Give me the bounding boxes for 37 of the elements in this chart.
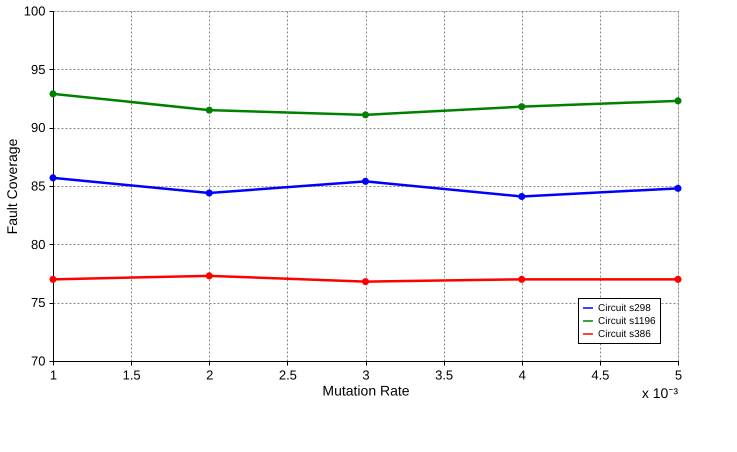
point [206,106,213,114]
point [674,97,682,104]
text: x 10⁻³ [642,385,678,401]
point [49,276,57,283]
point [206,272,213,280]
point [674,184,682,192]
x-tick-label: 1.5 [122,368,141,382]
y-tick-label: 95 [31,62,46,77]
point [49,90,57,98]
y-tick-label: 70 [31,354,46,368]
x-tick-label: 3 [362,368,370,382]
point [518,192,526,200]
x-tick-label: 5 [674,368,682,382]
y-tick-label: 85 [31,178,46,194]
y-axis-title: Fault Coverage [4,138,20,234]
x-tick-label: 4 [518,368,526,382]
point [362,178,370,185]
point [518,103,526,110]
legend-label: Circuit s298 [598,303,652,314]
point [362,278,370,286]
x-tick-label: 1 [50,368,58,382]
x-tick-label: 2 [206,368,214,382]
point [518,276,526,283]
y-tick-label: 75 [31,295,46,310]
point [49,174,57,182]
y-tick-label: 80 [31,236,46,252]
legend-label: Circuit s386 [598,329,652,340]
y-tick-label: 90 [31,120,46,136]
x-axis-title: Mutation Rate [322,382,410,398]
x-tick-label: 4.5 [591,368,610,382]
legend-label: Circuit s1196 [598,316,656,327]
y-tick-label: 100 [24,4,46,18]
x-tick-label: 2.5 [278,368,297,382]
point [362,111,370,118]
point [674,276,682,283]
point [206,189,213,197]
x-tick-label: 3.5 [435,368,454,382]
